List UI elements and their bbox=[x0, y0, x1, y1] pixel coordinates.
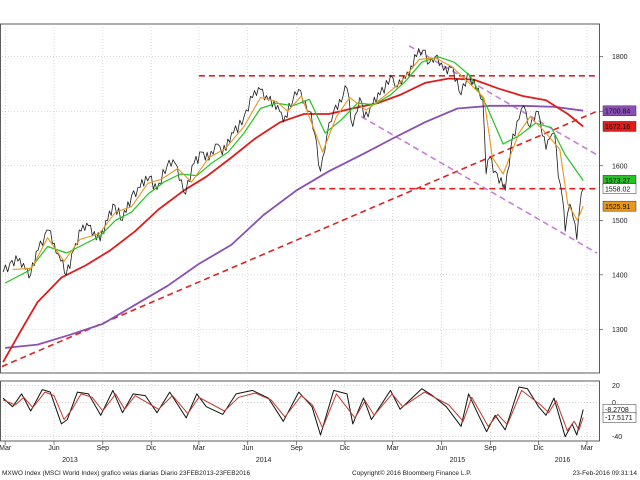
trend-line-channel_lower bbox=[360, 116, 598, 254]
oscillator-panel-frame bbox=[0, 380, 600, 442]
footer-copyright: Copyright© 2016 Bloomberg Finance L.P. bbox=[352, 470, 472, 477]
series-oscillator_signal bbox=[2, 389, 584, 432]
oscillator-last-value-tag-label: -8.2708 bbox=[605, 407, 629, 414]
x-tick-label: Jun bbox=[242, 445, 253, 452]
x-tick-label: Mar bbox=[0, 445, 12, 452]
y-tick-label: 1600 bbox=[612, 163, 628, 170]
oscillator-y-tick-label: -40 bbox=[612, 434, 622, 441]
last-value-tag-box bbox=[602, 121, 637, 132]
x-tick-label: Sep bbox=[484, 445, 497, 452]
trend-line-channel_upper bbox=[408, 45, 598, 156]
oscillator-last-value-tag-box bbox=[602, 412, 637, 423]
x-tick-label: Sep bbox=[97, 445, 110, 452]
oscillator-y-tick-label: 0 bbox=[612, 400, 616, 407]
series-ma_200 bbox=[5, 104, 584, 349]
last-value-tag-label: 1573.27 bbox=[605, 178, 630, 185]
last-value-tag-label: 1700.84 bbox=[605, 108, 630, 115]
series-ma_mid bbox=[4, 56, 584, 284]
x-year-label: 2015 bbox=[450, 457, 466, 464]
x-tick-label: Jun bbox=[48, 445, 59, 452]
x-tick-label: Jun bbox=[436, 445, 447, 452]
series-ma_fast bbox=[12, 57, 584, 270]
trend-line-long_trend bbox=[1, 110, 598, 368]
y-tick-label: 1800 bbox=[612, 54, 628, 61]
chart-footer: MXWO Index (MSCI World Index) grafico ve… bbox=[0, 468, 640, 480]
last-value-tag-box bbox=[602, 183, 637, 194]
x-tick-label: Dic bbox=[146, 445, 157, 452]
y-tick-label: 1400 bbox=[612, 272, 628, 279]
x-tick-label: Mar bbox=[193, 445, 206, 452]
footer-instrument-description: MXWO Index (MSCI World Index) grafico ve… bbox=[2, 470, 251, 477]
x-tick-label: Dic bbox=[534, 445, 545, 452]
x-year-label: 2013 bbox=[62, 457, 78, 464]
last-value-tag-label: 1558.02 bbox=[605, 186, 630, 193]
oscillator-series bbox=[2, 386, 584, 438]
last-value-tag-label: 1672.16 bbox=[605, 124, 630, 131]
x-tick-label: Mar bbox=[581, 445, 594, 452]
last-value-tag-label: 1525.91 bbox=[605, 204, 630, 211]
last-value-tag-box bbox=[602, 105, 637, 117]
chart-canvas: Mar Jun Sep Dic Mar Jun Sep Dic Mar Jun Sep Dic Mar 2… bbox=[0, 23, 637, 464]
x-tick-label: Sep bbox=[290, 445, 303, 452]
x-tick-label: Dic bbox=[340, 445, 351, 452]
trend-lines bbox=[1, 45, 598, 368]
series-oscillator_main bbox=[2, 386, 584, 438]
x-tick-label: Mar bbox=[387, 445, 400, 452]
last-value-tag-box bbox=[602, 200, 637, 212]
price-series bbox=[2, 48, 584, 363]
x-year-label: 2016 bbox=[555, 457, 571, 464]
series-ma_100 bbox=[2, 77, 584, 363]
y-tick-label: 1500 bbox=[612, 218, 628, 225]
x-year-label: 2014 bbox=[256, 457, 272, 464]
oscillator-y-tick-label: 20 bbox=[612, 383, 620, 390]
y-tick-label: 1300 bbox=[612, 327, 628, 334]
footer-timestamp: 23-Feb-2016 09:31:14 bbox=[572, 470, 637, 477]
oscillator-last-value-tag-label: -17.5171 bbox=[605, 415, 633, 422]
main-panel-frame bbox=[0, 23, 600, 374]
